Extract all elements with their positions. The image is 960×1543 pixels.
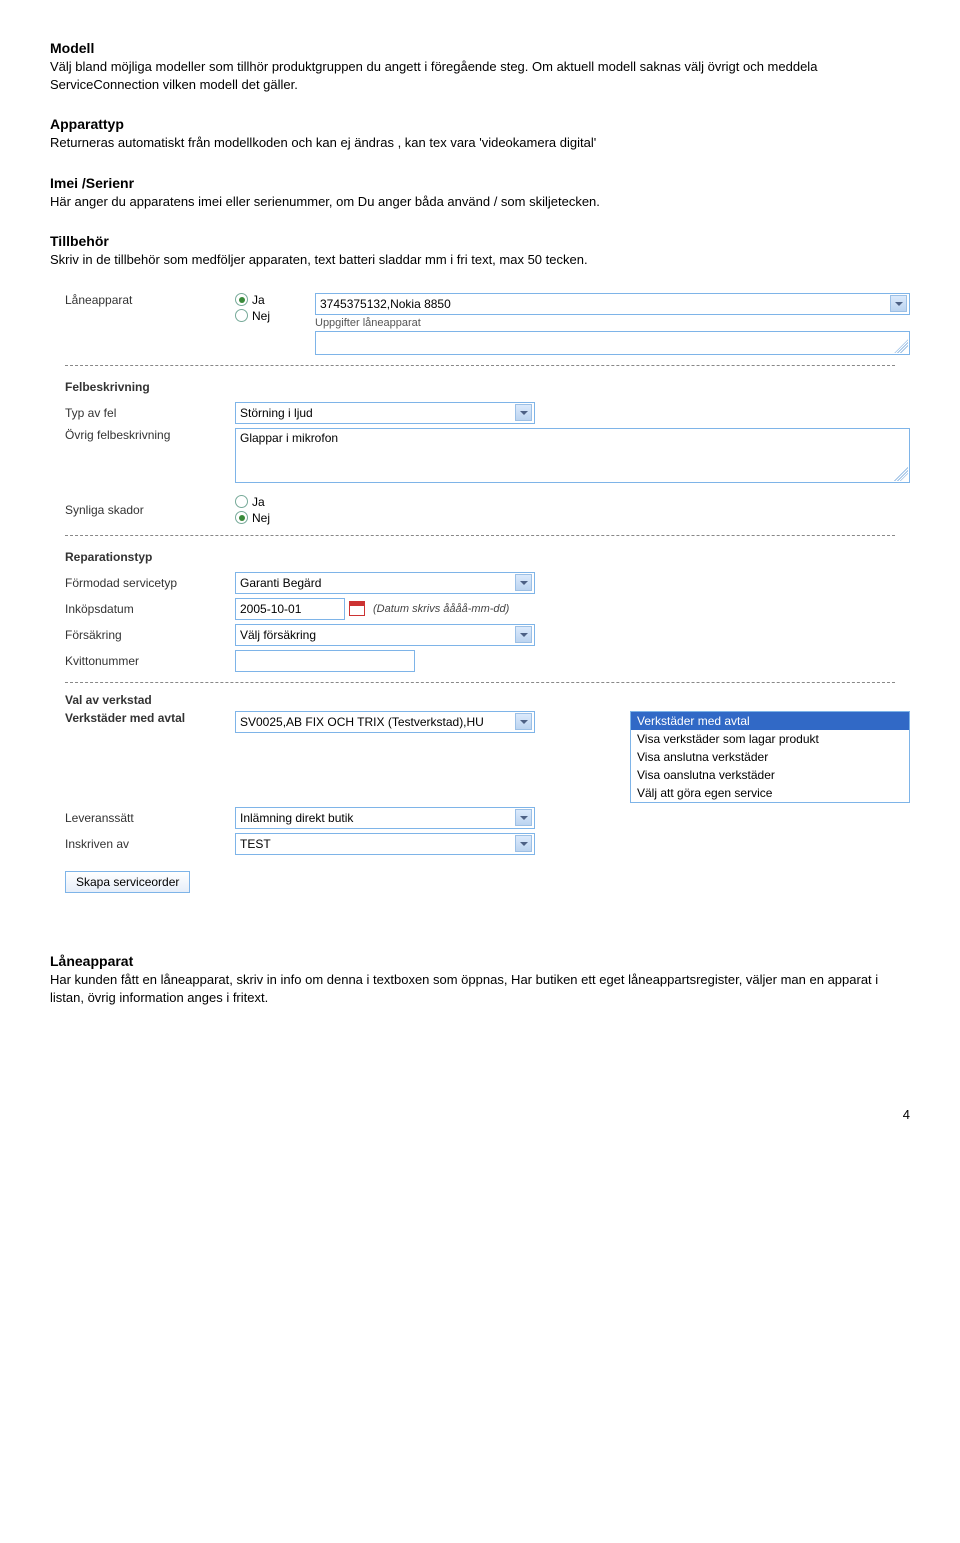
resize-handle-icon[interactable]: [894, 467, 908, 481]
listbox-item-4[interactable]: Välj att göra egen service: [631, 784, 909, 802]
label-synliga-skador: Synliga skador: [50, 503, 235, 517]
heading-felbeskrivning: Felbeskrivning: [50, 380, 235, 394]
chevron-down-icon: [515, 626, 532, 643]
select-leveranssatt-value: Inlämning direkt butik: [240, 811, 353, 825]
select-inskriven-av-value: TEST: [240, 837, 271, 851]
heading-tillbehor: Tillbehör: [50, 233, 910, 249]
heading-imei: Imei /Serienr: [50, 175, 910, 191]
listbox-verkstader-options[interactable]: Verkstäder med avtal Visa verkstäder som…: [630, 711, 910, 803]
listbox-item-0[interactable]: Verkstäder med avtal: [631, 712, 909, 730]
heading-laneapparat-text: Låneapparat: [50, 953, 910, 969]
heading-apparattyp: Apparattyp: [50, 116, 910, 132]
divider: [65, 535, 895, 536]
heading-val-av-verkstad: Val av verkstad: [50, 693, 235, 707]
label-typ-av-fel: Typ av fel: [50, 406, 235, 420]
radio-synliga-nej[interactable]: [235, 511, 248, 524]
calendar-icon[interactable]: [349, 601, 365, 616]
submit-button[interactable]: Skapa serviceorder: [65, 871, 190, 893]
textarea-laneapparat-info[interactable]: [315, 331, 910, 355]
select-laneapparat-value: 3745375132,Nokia 8850: [320, 297, 451, 311]
select-typ-av-fel-value: Störning i ljud: [240, 406, 313, 420]
page-number: 4: [50, 1107, 910, 1122]
radio-label-ja2: Ja: [252, 495, 265, 509]
select-verkstader[interactable]: SV0025,AB FIX OCH TRIX (Testverkstad),HU: [235, 711, 535, 733]
label-verkstader-avtal: Verkstäder med avtal: [50, 711, 235, 725]
heading-modell: Modell: [50, 40, 910, 56]
body-imei: Här anger du apparatens imei eller serie…: [50, 193, 910, 211]
divider: [65, 682, 895, 683]
select-inskriven-av[interactable]: TEST: [235, 833, 535, 855]
select-laneapparat[interactable]: 3745375132,Nokia 8850: [315, 293, 910, 315]
listbox-item-1[interactable]: Visa verkstäder som lagar produkt: [631, 730, 909, 748]
select-typ-av-fel[interactable]: Störning i ljud: [235, 402, 535, 424]
radio-group-laneapparat: Ja Nej: [235, 293, 315, 323]
chevron-down-icon: [890, 295, 907, 312]
label-ovrig-felbeskrivning: Övrig felbeskrivning: [50, 428, 235, 442]
chevron-down-icon: [515, 404, 532, 421]
body-modell: Välj bland möjliga modeller som tillhör …: [50, 58, 910, 94]
chevron-down-icon: [515, 835, 532, 852]
resize-handle-icon[interactable]: [894, 339, 908, 353]
label-inskriven-av: Inskriven av: [50, 837, 235, 851]
input-kvittonummer[interactable]: [235, 650, 415, 672]
label-forsakring: Försäkring: [50, 628, 235, 642]
radio-label-nej2: Nej: [252, 511, 270, 525]
form-screenshot: Låneapparat Ja Nej 3745375132,Nokia 8850…: [50, 291, 910, 893]
chevron-down-icon: [515, 713, 532, 730]
select-forsakring-value: Välj försäkring: [240, 628, 316, 642]
label-kvittonummer: Kvittonummer: [50, 654, 235, 668]
listbox-item-2[interactable]: Visa anslutna verkstäder: [631, 748, 909, 766]
textarea-ovrig-felbeskrivning[interactable]: Glappar i mikrofon: [235, 428, 910, 483]
label-formodad-servicetyp: Förmodad servicetyp: [50, 576, 235, 590]
label-leveranssatt: Leveranssätt: [50, 811, 235, 825]
hint-date-format: (Datum skrivs åååå-mm-dd): [373, 603, 509, 615]
textarea-ovrig-value: Glappar i mikrofon: [240, 431, 338, 445]
select-verkstader-value: SV0025,AB FIX OCH TRIX (Testverkstad),HU: [240, 715, 484, 729]
input-inkopsdatum-value: 2005-10-01: [240, 602, 301, 616]
chevron-down-icon: [515, 574, 532, 591]
label-laneapparat: Låneapparat: [50, 293, 235, 307]
body-tillbehor: Skriv in de tillbehör som medföljer appa…: [50, 251, 910, 269]
radio-group-synliga: Ja Nej: [235, 495, 315, 525]
chevron-down-icon: [515, 809, 532, 826]
select-servicetyp-value: Garanti Begärd: [240, 576, 321, 590]
radio-laneapparat-ja[interactable]: [235, 293, 248, 306]
body-apparattyp: Returneras automatiskt från modellkoden …: [50, 134, 910, 152]
select-servicetyp[interactable]: Garanti Begärd: [235, 572, 535, 594]
listbox-item-3[interactable]: Visa oanslutna verkstäder: [631, 766, 909, 784]
radio-label-ja: Ja: [252, 293, 265, 307]
label-inkopsdatum: Inköpsdatum: [50, 602, 235, 616]
radio-laneapparat-nej[interactable]: [235, 309, 248, 322]
select-leveranssatt[interactable]: Inlämning direkt butik: [235, 807, 535, 829]
divider: [65, 365, 895, 366]
label-uppgifter-laneapparat: Uppgifter låneapparat: [315, 317, 910, 329]
heading-reparationstyp: Reparationstyp: [50, 550, 235, 564]
body-laneapparat-text: Har kunden fått en låneapparat, skriv in…: [50, 971, 910, 1007]
radio-synliga-ja[interactable]: [235, 495, 248, 508]
input-inkopsdatum[interactable]: 2005-10-01: [235, 598, 345, 620]
radio-label-nej: Nej: [252, 309, 270, 323]
select-forsakring[interactable]: Välj försäkring: [235, 624, 535, 646]
